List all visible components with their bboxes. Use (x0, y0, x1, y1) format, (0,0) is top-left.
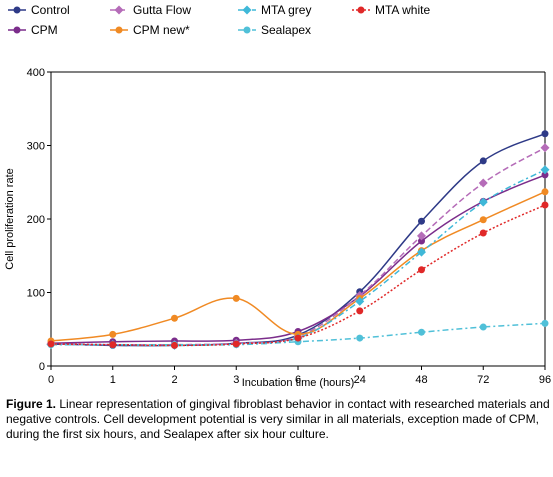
series-cpm-point (418, 237, 425, 245)
series-cpm-point (541, 171, 549, 179)
x-tick-label: 3 (233, 374, 239, 386)
x-tick-label: 1 (110, 374, 116, 386)
legend-item-mta-grey: MTA grey (238, 3, 311, 17)
series-mta-white-point (294, 334, 302, 342)
x-tick-label: 0 (48, 374, 54, 386)
legend-item-sealapex-label: Sealapex (261, 23, 311, 37)
series-mta-white-point (109, 341, 117, 349)
x-tick-labels: 0 1 2 3 6 24 48 72 96 (48, 366, 551, 386)
y-tick-label: 100 (27, 288, 45, 300)
series-cpm (47, 171, 549, 347)
legend-item-control-point (13, 6, 21, 14)
series-sealapex-point (541, 319, 549, 327)
chart-legend: Control CPM Gutta Flow CPM new* MTA grey Seal… (8, 3, 430, 37)
series-mta-white-point (418, 266, 425, 274)
x-tick-label: 24 (354, 374, 366, 386)
legend-item-mta-grey-point (242, 5, 252, 15)
y-tick-label: 300 (27, 141, 45, 153)
x-tick-label: 6 (295, 374, 301, 386)
line-chart: Control CPM Gutta Flow CPM new* MTA grey Seal… (4, 3, 551, 389)
legend-item-control: Control (8, 3, 70, 17)
legend-item-cpm-new: CPM new* (110, 23, 190, 37)
y-tick-label: 400 (27, 67, 45, 79)
series-gutta-flow-point (478, 178, 488, 188)
legend-item-gutta-flow-point (114, 5, 124, 15)
series-cpm-new-line (50, 191, 546, 342)
series-cpm-new-point (171, 314, 178, 322)
series-control-line (50, 133, 546, 347)
series-cpm-new-point (479, 216, 487, 224)
series-mta-grey-point (540, 165, 550, 175)
x-tick-label: 96 (539, 374, 551, 386)
figure-label: Figure 1. (6, 397, 57, 411)
legend-item-control-label: Control (31, 3, 70, 17)
series-control (47, 130, 549, 349)
series-mta-grey-point (417, 247, 426, 257)
series-mta-grey-point (478, 197, 488, 207)
series-control-point (479, 157, 487, 165)
figure-caption-text: Linear representation of gingival fibrob… (6, 397, 550, 441)
series-sealapex-point (418, 328, 425, 336)
legend-item-mta-grey-label: MTA grey (261, 3, 311, 17)
legend-item-gutta-flow-label: Gutta Flow (133, 3, 191, 17)
y-tick-label: 0 (39, 361, 45, 373)
legend-item-mta-white-label: MTA white (375, 3, 430, 17)
series-mta-white-point (47, 340, 55, 348)
series-mta-white-line (50, 204, 546, 347)
series-mta-grey-line (50, 169, 546, 347)
y-axis-title: Cell proliferation rate (4, 168, 16, 270)
series-mta-white-point (541, 201, 549, 209)
series-mta-white-point (171, 341, 178, 349)
legend-item-sealapex: Sealapex (238, 23, 311, 37)
series-control-point (418, 217, 425, 225)
series-gutta-flow-point (417, 231, 426, 241)
legend-item-cpm: CPM (8, 23, 58, 37)
x-axis-title: Incubation time (hours) (242, 377, 355, 389)
series-cpm-new-point (109, 330, 117, 338)
x-tick-label: 2 (171, 374, 177, 386)
chart-series (46, 130, 550, 350)
chart-axes (50, 71, 546, 367)
x-tick-label: 72 (477, 374, 489, 386)
series-mta-white-point (479, 229, 487, 237)
series-cpm-new (47, 188, 549, 345)
legend-item-sealapex-point (243, 26, 251, 34)
y-tick-label: 200 (27, 214, 45, 226)
legend-item-cpm-new-point (115, 26, 123, 34)
series-mta-grey (46, 165, 550, 350)
series-sealapex-point (479, 323, 487, 331)
legend-item-gutta-flow: Gutta Flow (110, 3, 191, 17)
series-gutta-flow-line (50, 147, 546, 346)
x-tick-label: 48 (415, 374, 427, 386)
series-cpm-line (50, 174, 546, 344)
figure-caption: Figure 1. Linear representation of gingi… (6, 397, 551, 442)
legend-item-cpm-label: CPM (31, 23, 58, 37)
series-mta-white-point (356, 307, 364, 315)
series-gutta-flow-point (540, 143, 550, 153)
series-cpm-new-point (541, 188, 549, 196)
series-control-point (541, 130, 549, 138)
legend-item-mta-white: MTA white (352, 3, 430, 17)
legend-item-cpm-new-label: CPM new* (133, 23, 190, 37)
legend-item-mta-white-point (357, 6, 365, 14)
series-mta-white-point (232, 340, 240, 348)
series-mta-white (47, 201, 549, 349)
series-sealapex-point (356, 334, 364, 342)
y-tick-labels: 0 100 200 300 400 (27, 67, 51, 373)
series-cpm-new-point (232, 294, 240, 302)
series-mta-grey-point (355, 296, 365, 306)
legend-item-cpm-point (13, 26, 21, 34)
series-gutta-flow (46, 143, 550, 350)
